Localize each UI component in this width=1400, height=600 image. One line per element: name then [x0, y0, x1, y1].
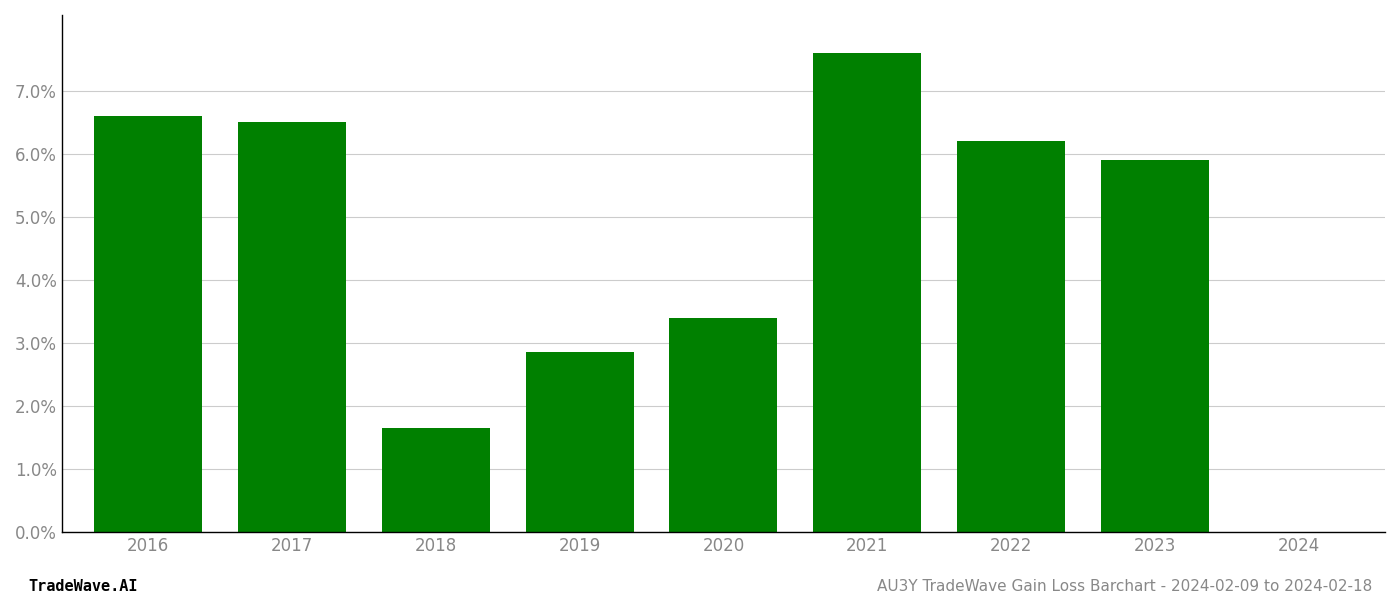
- Text: AU3Y TradeWave Gain Loss Barchart - 2024-02-09 to 2024-02-18: AU3Y TradeWave Gain Loss Barchart - 2024…: [876, 579, 1372, 594]
- Text: TradeWave.AI: TradeWave.AI: [28, 579, 137, 594]
- Bar: [958, 141, 1065, 532]
- Bar: [813, 53, 921, 532]
- Bar: [525, 352, 634, 532]
- Bar: [1100, 160, 1208, 532]
- Bar: [94, 116, 202, 532]
- Bar: [382, 428, 490, 532]
- Bar: [238, 122, 346, 532]
- Bar: [669, 318, 777, 532]
